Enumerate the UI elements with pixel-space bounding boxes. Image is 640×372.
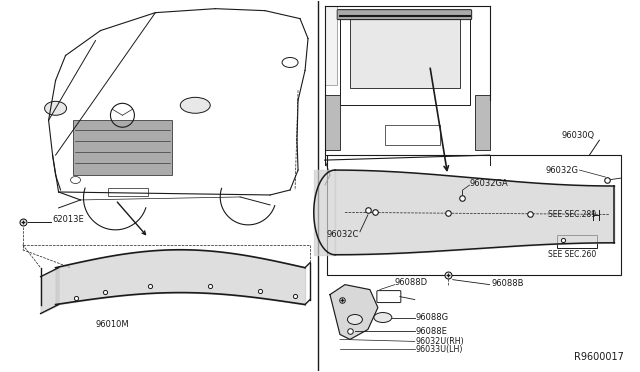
Bar (475, 95, 490, 150)
Text: 96032GA: 96032GA (470, 179, 508, 187)
Ellipse shape (348, 314, 362, 324)
Bar (325, 6, 337, 86)
Text: 96030Q: 96030Q (561, 131, 595, 140)
Bar (325, 95, 340, 150)
Text: 96032U(RH): 96032U(RH) (416, 337, 465, 346)
Text: 96032C: 96032C (327, 230, 359, 239)
Text: SEE SEC.260: SEE SEC.260 (547, 250, 596, 259)
Text: 96088D: 96088D (395, 278, 428, 287)
Ellipse shape (45, 101, 67, 115)
Bar (108, 188, 148, 196)
Text: 96010M: 96010M (95, 320, 129, 329)
Text: 96033U(LH): 96033U(LH) (416, 345, 463, 354)
Text: 62013E: 62013E (52, 215, 84, 224)
Bar (350, 19, 460, 89)
FancyBboxPatch shape (337, 10, 472, 20)
Text: R9600017: R9600017 (575, 352, 625, 362)
Bar (385, 125, 440, 145)
Text: 96088B: 96088B (492, 279, 524, 288)
Text: 96032G: 96032G (545, 166, 579, 174)
Bar (340, 16, 470, 105)
Text: 96088G: 96088G (416, 313, 449, 322)
Ellipse shape (180, 97, 210, 113)
Bar (327, 155, 621, 275)
Text: 96088E: 96088E (416, 327, 447, 336)
Text: SEE SEC.289: SEE SEC.289 (547, 211, 596, 219)
Ellipse shape (374, 312, 392, 323)
Polygon shape (330, 285, 378, 339)
Bar (557, 235, 597, 248)
Bar (72, 120, 172, 175)
